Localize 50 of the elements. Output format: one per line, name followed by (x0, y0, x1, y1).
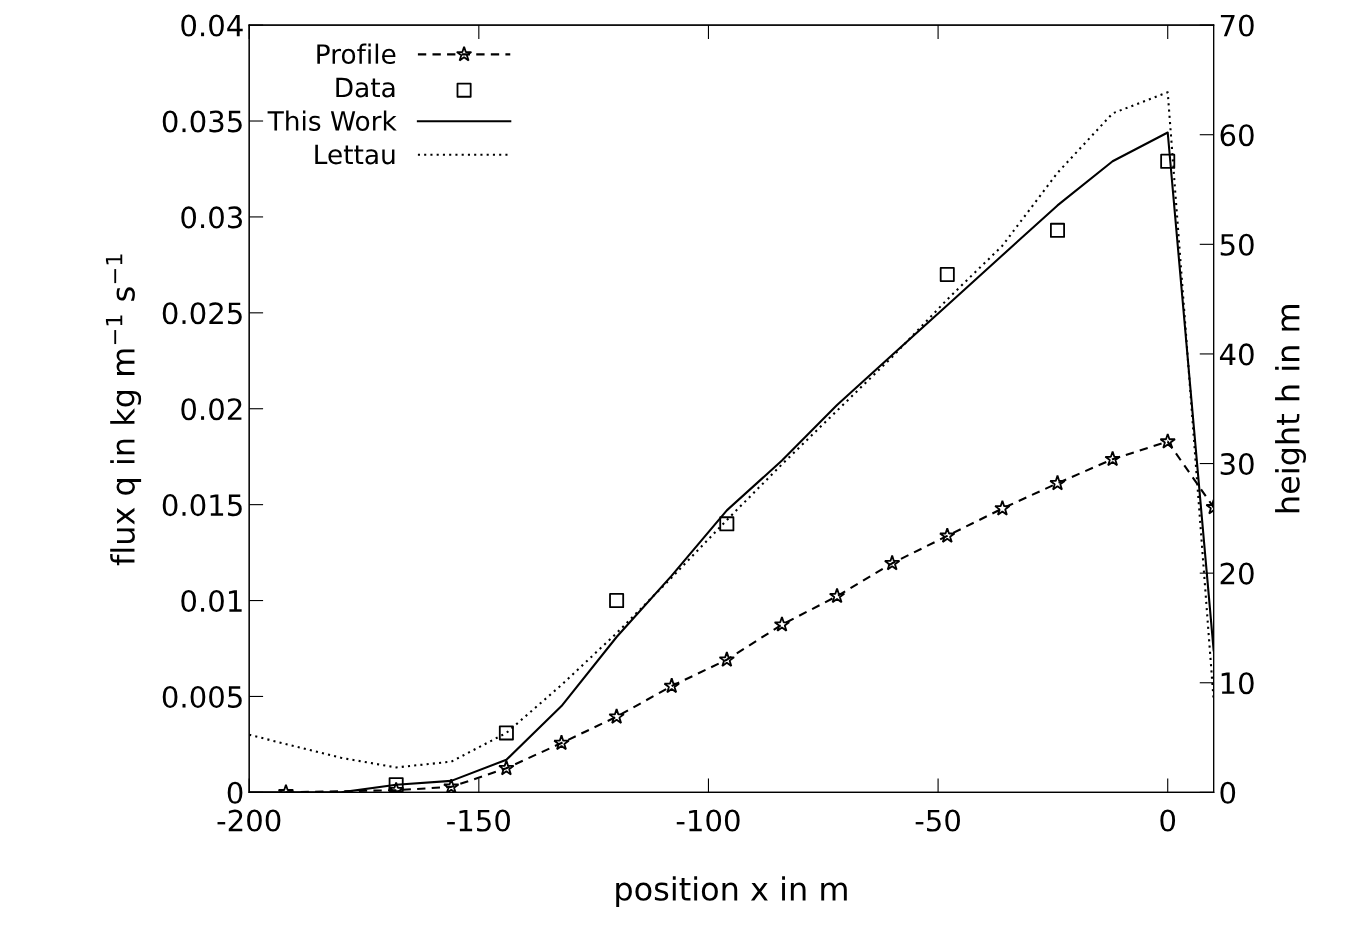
y2-tick-label: 40 (1219, 343, 1254, 366)
y2-tick-label: 60 (1220, 124, 1254, 147)
y2-tick-label: 50 (1220, 233, 1254, 256)
y2-axis-title: height h in m (1275, 305, 1306, 513)
x-tick-label: 0 (1160, 809, 1176, 832)
point (719, 516, 735, 532)
y-tick-label: 0.025 (162, 302, 242, 325)
point (553, 734, 570, 751)
point (883, 554, 901, 571)
legend-label: This Work (267, 110, 397, 131)
point (608, 708, 625, 724)
point (1159, 433, 1176, 449)
x-axis-title: position x in m (616, 876, 847, 908)
point (498, 725, 514, 741)
point (498, 759, 515, 776)
y-tick-label: 0.005 (162, 685, 242, 708)
y-tick-label: 0.03 (181, 206, 242, 229)
y2-tick-label: 70 (1220, 14, 1254, 37)
point (1104, 450, 1121, 467)
y-axis-title: flux q in kg m$^{−1}$ s$^{−1}$ (105, 254, 142, 566)
point (1050, 222, 1065, 238)
x-tick-label: -200 (217, 809, 281, 832)
point (773, 616, 791, 632)
y-tick-label: 0.015 (162, 494, 242, 517)
point (939, 527, 956, 543)
point (718, 651, 735, 667)
point (994, 499, 1011, 516)
point (1160, 153, 1176, 169)
y2-tick-label: 0 (1220, 781, 1236, 804)
y-tick-label: 0.01 (181, 589, 242, 613)
point (609, 593, 625, 609)
point (828, 587, 846, 604)
y-tick-label: 0 (227, 781, 243, 804)
y-tick-label: 0.035 (162, 110, 242, 133)
point (443, 778, 460, 793)
point (939, 266, 955, 282)
y2-tick-label: 20 (1220, 562, 1254, 585)
x-tick-label: -50 (915, 809, 960, 832)
legend-label: Lettau (315, 144, 395, 165)
y-tick-label: 0.04 (181, 14, 243, 37)
legend-label: Data (336, 77, 395, 98)
x-tick-label: -100 (676, 809, 740, 832)
point (663, 677, 680, 694)
point (1049, 474, 1066, 491)
point (388, 777, 404, 793)
legend-label: Profile (317, 43, 396, 65)
y2-tick-label: 30 (1220, 452, 1254, 476)
y2-tick-label: 10 (1221, 672, 1254, 695)
x-tick-label: -150 (447, 809, 510, 832)
y-tick-label: 0.02 (181, 398, 242, 421)
